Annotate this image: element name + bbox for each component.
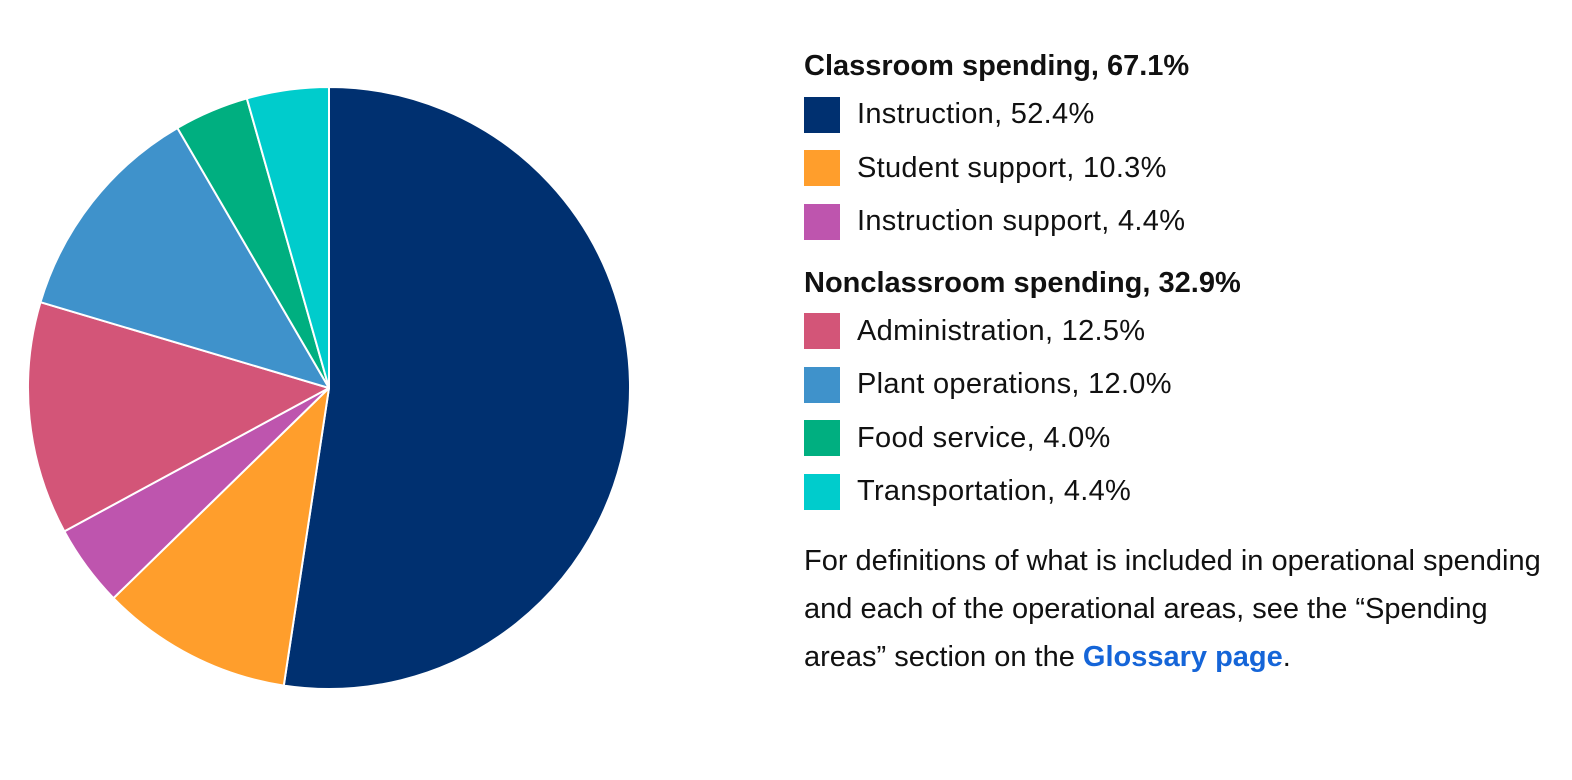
- legend-item-label: Administration, 12.5%: [857, 314, 1146, 347]
- legend-item-student-support: Student support, 10.3%: [804, 142, 1564, 196]
- note-text: For definitions of what is included in o…: [804, 544, 1541, 673]
- swatch-icon: [804, 366, 840, 403]
- legend-item-label: Food service, 4.0%: [857, 421, 1111, 454]
- pie-slice-transportation: [245, 86, 330, 389]
- legend-item-label: Transportation, 4.4%: [857, 475, 1132, 508]
- glossary-link[interactable]: Glossary page: [1082, 640, 1283, 673]
- pie-slice-plant-operations: [39, 126, 330, 389]
- legend-item-food-service: Food service, 4.0%: [804, 412, 1564, 466]
- pie-slice-instruction: [282, 86, 631, 690]
- legend-item-administration: Administration, 12.5%: [804, 305, 1564, 359]
- legend-group-classroom: Classroom spending, 67.1% Instruction, 5…: [804, 44, 1564, 249]
- pie-chart-svg: [27, 86, 631, 690]
- legend-item-transportation: Transportation, 4.4%: [804, 465, 1564, 519]
- swatch-icon: [804, 96, 840, 133]
- legend: Classroom spending, 67.1% Instruction, 5…: [804, 44, 1564, 710]
- swatch-icon: [804, 150, 840, 187]
- legend-group-title: Nonclassroom spending, 32.9%: [804, 266, 1241, 299]
- pie-slice-administration: [27, 301, 330, 533]
- legend-item-plant-operations: Plant operations, 12.0%: [804, 358, 1564, 412]
- swatch-icon: [804, 473, 840, 510]
- swatch-icon: [804, 420, 840, 457]
- legend-group-nonclassroom: Nonclassroom spending, 32.9% Administrat…: [804, 261, 1564, 519]
- legend-item-instruction: Instruction, 52.4%: [804, 88, 1564, 142]
- glossary-note: For definitions of what is included in o…: [804, 537, 1564, 681]
- legend-group-title: Classroom spending, 67.1%: [804, 50, 1190, 82]
- swatch-icon: [804, 313, 840, 350]
- legend-item-label: Instruction, 52.4%: [857, 98, 1095, 131]
- pie-slice-student-support: [112, 387, 330, 687]
- note-period: .: [1282, 640, 1291, 673]
- swatch-icon: [804, 203, 840, 240]
- pie-chart: [0, 0, 660, 780]
- legend-item-label: Student support, 10.3%: [857, 151, 1167, 184]
- legend-item-label: Instruction support, 4.4%: [857, 205, 1186, 238]
- legend-item-instruction-support: Instruction support, 4.4%: [804, 195, 1564, 249]
- legend-item-label: Plant operations, 12.0%: [857, 368, 1172, 401]
